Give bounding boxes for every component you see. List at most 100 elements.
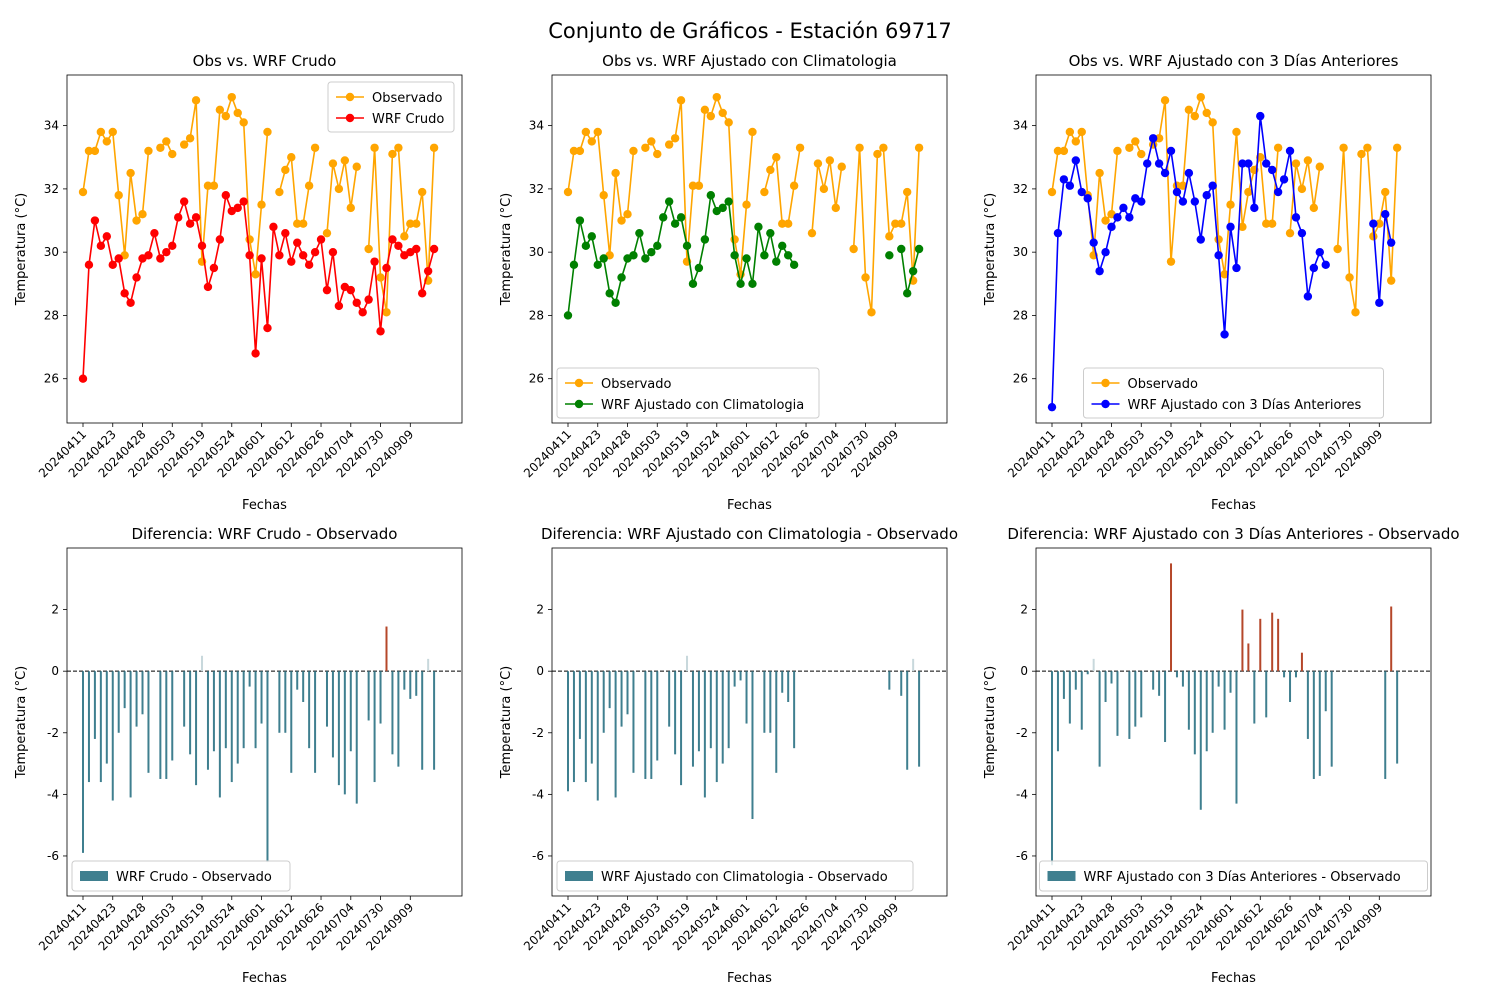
data-point: [1392, 143, 1402, 152]
legend-box: [1039, 860, 1428, 892]
data-point: [412, 244, 421, 254]
data-point: [316, 235, 326, 244]
data-point: [1214, 251, 1223, 260]
data-point: [879, 143, 888, 152]
axes-frame: [1035, 74, 1432, 424]
data-point: [1089, 238, 1098, 247]
y-axis-label: Temperatura (°C): [499, 666, 514, 779]
bar: [1217, 671, 1220, 687]
data-point: [108, 127, 117, 137]
data-point: [569, 146, 579, 156]
data-point: [1226, 222, 1235, 232]
y-tick-label: -6: [47, 849, 59, 863]
data-point: [370, 143, 379, 152]
data-point: [1238, 159, 1247, 168]
bar: [206, 671, 209, 770]
bar: [775, 671, 778, 773]
y-tick-label: 30: [44, 245, 59, 259]
y-tick-label: 2: [1020, 603, 1028, 617]
data-point: [1363, 143, 1372, 152]
data-point: [849, 244, 858, 254]
bar: [1229, 671, 1232, 693]
bar: [379, 671, 382, 724]
data-point: [1125, 143, 1134, 152]
data-point: [1083, 194, 1092, 203]
series-observado: [78, 92, 439, 317]
bar: [141, 671, 144, 715]
data-point: [1273, 187, 1283, 197]
data-point: [144, 146, 153, 156]
series-wrf: [563, 191, 924, 320]
data-point: [748, 127, 757, 137]
y-tick-label: 34: [44, 119, 59, 133]
bar: [721, 671, 724, 764]
bar: [367, 671, 370, 721]
data-point: [334, 301, 344, 311]
bar: [159, 671, 162, 779]
data-point: [191, 213, 201, 222]
data-point: [144, 251, 153, 260]
data-point: [162, 247, 171, 257]
data-point: [328, 247, 338, 257]
data-point: [1351, 308, 1360, 317]
data-point: [78, 187, 88, 197]
data-point: [1160, 96, 1170, 105]
legend-box: [1083, 367, 1384, 419]
data-point: [423, 266, 433, 276]
data-point: [412, 219, 421, 228]
data-point: [1131, 137, 1140, 146]
data-point: [807, 228, 817, 238]
bar: [1289, 671, 1292, 702]
bar: [793, 671, 796, 749]
legend-marker: [1101, 399, 1110, 409]
data-point: [400, 232, 409, 241]
data-point: [1244, 187, 1253, 197]
bar: [1092, 658, 1095, 672]
data-point: [1386, 238, 1396, 247]
bar: [912, 658, 915, 672]
data-point: [1184, 168, 1194, 178]
data-point: [623, 210, 632, 219]
data-point: [676, 213, 686, 222]
data-point: [1375, 298, 1384, 307]
data-point: [138, 210, 147, 219]
bar: [1223, 671, 1226, 730]
data-point: [1190, 111, 1200, 121]
y-axis-label: Temperatura (°C): [14, 666, 29, 779]
data-point: [406, 219, 415, 228]
y-tick-label: 28: [1013, 308, 1028, 322]
data-point: [281, 165, 290, 175]
panel-title: Diferencia: WRF Ajustado con Climatologi…: [541, 525, 958, 543]
legend-marker: [345, 113, 355, 123]
data-point: [593, 260, 602, 270]
data-point: [742, 200, 751, 209]
data-point: [885, 251, 894, 260]
series-line: [367, 145, 435, 313]
series-line: [1289, 160, 1321, 234]
x-axis-label: Fechas: [727, 971, 772, 986]
data-point: [1095, 266, 1104, 276]
data-point: [251, 270, 260, 279]
legend-label: Observado: [1128, 377, 1199, 392]
bar: [745, 671, 748, 724]
data-point: [1113, 213, 1122, 222]
data-point: [563, 311, 573, 320]
data-point: [688, 181, 698, 190]
panel-4: Diferencia: WRF Crudo - Observado -6 -4 -2 0…: [14, 525, 463, 986]
data-point: [126, 168, 135, 178]
series-wrf: [1047, 111, 1396, 412]
data-point: [902, 187, 912, 197]
data-point: [417, 187, 427, 197]
bar: [1294, 671, 1297, 678]
data-point: [1220, 270, 1229, 279]
bar: [650, 671, 653, 779]
data-point: [185, 219, 195, 228]
legend-marker: [574, 399, 584, 409]
data-point: [1357, 149, 1366, 159]
legend-box: [556, 860, 914, 892]
data-point: [150, 228, 159, 238]
data-point: [1369, 232, 1378, 241]
data-point: [688, 279, 698, 288]
data-point: [275, 251, 284, 260]
